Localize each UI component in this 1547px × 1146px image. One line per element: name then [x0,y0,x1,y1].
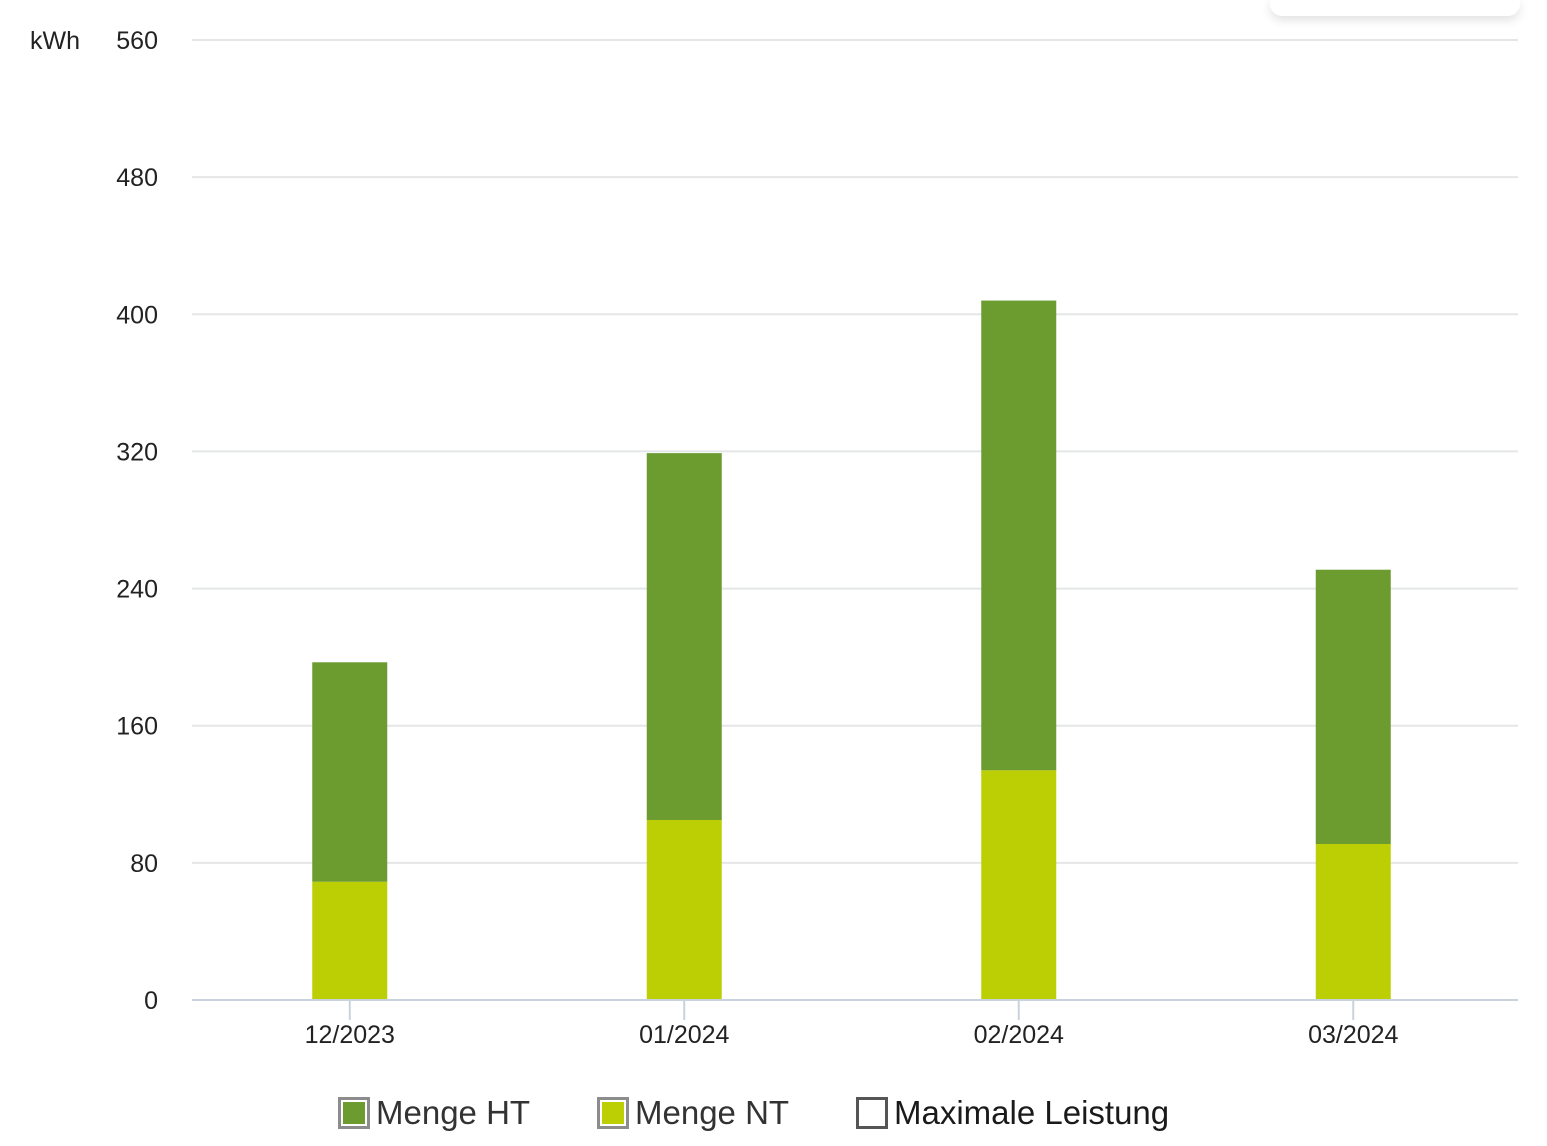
x-tick-label: 12/2023 [305,1021,395,1049]
legend-label-menge-ht: Menge HT [376,1094,531,1131]
legend: Menge HT Menge NT Maximale Leistung [0,1090,1547,1136]
bar-menge-nt-12-2023[interactable] [312,881,388,1000]
legend-item-menge-nt[interactable]: Menge NT [597,1090,789,1136]
legend-label-maximale-leistung: Maximale Leistung [894,1094,1170,1131]
y-tick-label: 160 [116,713,158,741]
y-tick-label: 240 [116,576,158,604]
x-tick-label: 01/2024 [639,1021,729,1049]
axes: 0 80 160 240 320 400 480 560 12/2023 01/2024 02/20… [116,27,1518,1049]
x-tick-label: 02/2024 [974,1021,1064,1049]
bar-menge-ht-03-2024[interactable] [1315,569,1391,844]
bar-chart: 0 80 160 240 320 400 480 560 12/2023 01/2024 02/20… [30,27,1518,1049]
y-tick-label: 80 [130,850,158,878]
legend-swatch-menge-ht [338,1097,370,1129]
legend-label-menge-nt: Menge NT [635,1094,790,1131]
legend-item-menge-ht[interactable]: Menge HT [338,1090,530,1136]
x-tick-label: 03/2024 [1308,1021,1398,1049]
bar-menge-ht-02-2024[interactable] [981,300,1057,771]
bars [312,300,1391,1000]
legend-swatch-maximale-leistung [856,1097,888,1129]
bar-menge-ht-12-2023[interactable] [312,662,388,882]
y-tick-label: 560 [116,27,158,55]
legend-swatch-menge-nt [597,1097,629,1129]
bar-menge-nt-03-2024[interactable] [1315,844,1391,1000]
grid-lines [192,39,1518,864]
y-tick-label: 320 [116,438,158,466]
y-tick-label: 400 [116,301,158,329]
y-axis-unit-label: kWh [30,27,80,55]
bar-menge-ht-01-2024[interactable] [646,453,722,820]
legend-item-maximale-leistung[interactable]: Maximale Leistung [856,1090,1169,1136]
overlay-panel-edge [1270,0,1520,16]
bar-menge-nt-01-2024[interactable] [646,820,722,1000]
y-tick-label: 480 [116,164,158,192]
bar-menge-nt-02-2024[interactable] [981,770,1057,1000]
y-tick-label: 0 [144,987,158,1015]
